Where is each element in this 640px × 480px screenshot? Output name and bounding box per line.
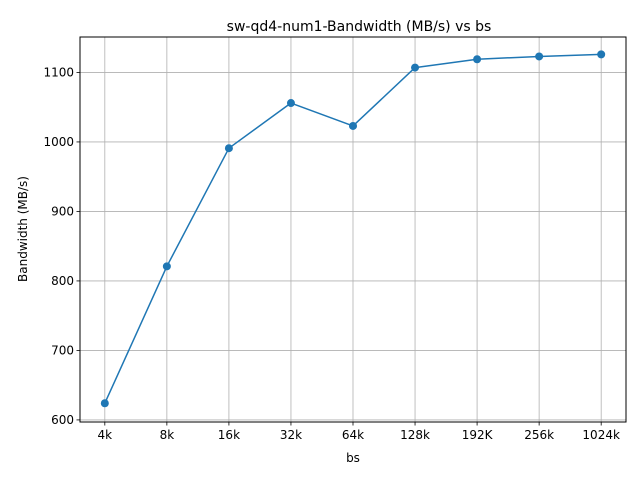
y-tick-label: 800	[51, 274, 74, 288]
y-tick-label: 600	[51, 413, 74, 427]
data-point	[473, 55, 482, 64]
data-point	[162, 262, 171, 271]
data-point	[411, 63, 420, 72]
data-point	[535, 52, 544, 61]
y-tick-label: 700	[51, 343, 74, 357]
y-tick-label: 1000	[43, 135, 74, 149]
x-axis: 4k 8k 16k 32k 64k 128k 192K 256k 1024k	[98, 422, 620, 442]
x-tick-label: 16k	[218, 428, 240, 442]
x-tick-label: 1024k	[582, 428, 620, 442]
data-point	[224, 144, 233, 153]
x-tick-label: 32k	[280, 428, 302, 442]
x-axis-label: bs	[346, 451, 360, 465]
data-point	[286, 99, 295, 108]
grid-lines	[80, 37, 626, 422]
x-tick-label: 256k	[524, 428, 554, 442]
x-tick-label: 64k	[342, 428, 364, 442]
chart-title: sw-qd4-num1-Bandwidth (MB/s) vs bs	[227, 19, 492, 35]
y-axis: 600 700 800 900 1000 1100	[43, 65, 80, 427]
y-tick-label: 900	[51, 204, 74, 218]
x-tick-label: 8k	[160, 428, 175, 442]
data-point	[349, 121, 357, 130]
data-point	[100, 399, 109, 408]
x-tick-label: 4k	[98, 428, 113, 442]
x-tick-label: 128k	[400, 428, 430, 442]
series-layer	[100, 50, 606, 408]
y-axis-label: Bandwidth (MB/s)	[16, 176, 30, 282]
data-point	[597, 50, 606, 59]
y-tick-label: 1100	[43, 65, 74, 79]
x-tick-label: 192K	[462, 428, 494, 442]
